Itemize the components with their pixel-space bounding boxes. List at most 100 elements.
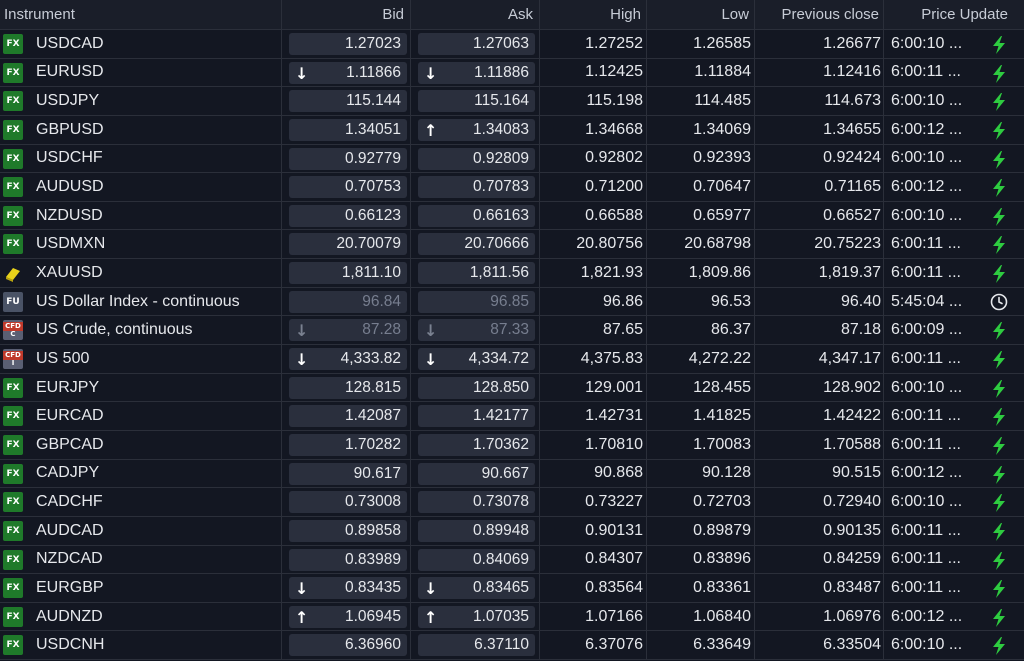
table-row[interactable]: FU US Dollar Index - continuous 96.84 96.85… <box>0 287 1024 317</box>
table-row[interactable]: FX USDJPY 115.144 115.164 115.198 114.485 114.… <box>0 87 1024 116</box>
ask-price-button[interactable]: ↑ 1.07035 <box>418 605 535 628</box>
bid-price-button[interactable]: 6.36960 <box>289 634 407 657</box>
table-row[interactable]: FX EURCAD 1.42087 1.42177 1.42731 1.41825 1.42… <box>0 402 1024 431</box>
column-divider[interactable] <box>539 0 540 29</box>
column-header-bid[interactable]: Bid <box>382 6 404 23</box>
table-row[interactable]: FX AUDUSD 0.70753 0.70783 0.71200 0.70647 0.71… <box>0 173 1024 202</box>
bid-price-button[interactable]: 0.83989 <box>289 548 407 571</box>
futures-badge-icon: FU <box>3 291 23 312</box>
bid-price-button[interactable]: 0.73008 <box>289 491 407 514</box>
column-header-high[interactable]: High <box>610 6 641 23</box>
bid-price-button[interactable]: 0.66123 <box>289 204 407 227</box>
bid-price-button[interactable]: 0.89858 <box>289 519 407 542</box>
ask-price-button[interactable]: 115.164 <box>418 90 535 113</box>
column-divider[interactable] <box>883 0 884 29</box>
column-header-price-update[interactable]: Price Update <box>921 6 1008 23</box>
bid-price-button[interactable]: ↑ 1.06945 <box>289 605 407 628</box>
arrow-down-icon: ↓ <box>424 350 438 370</box>
table-row[interactable]: FX USDCAD 1.27023 1.27063 1.27252 1.26585 1.26… <box>0 30 1024 59</box>
bid-price-button[interactable]: 1.27023 <box>289 33 407 55</box>
cfd-badge-icon: CFD I <box>3 349 23 370</box>
fx-badge-icon: FX <box>3 520 23 541</box>
bid-price-button[interactable]: 128.815 <box>289 376 407 399</box>
fx-badge-icon: FX <box>3 177 23 198</box>
column-header-previous-close[interactable]: Previous close <box>781 6 879 23</box>
previous-close-value: 90.515 <box>832 464 881 482</box>
column-divider[interactable] <box>646 0 647 29</box>
bid-price-button[interactable]: ↓ 4,333.82 <box>289 348 407 371</box>
bid-price-button[interactable]: ↓ 1.11866 <box>289 61 407 84</box>
arrow-up-icon: ↑ <box>424 120 438 140</box>
table-row[interactable]: FX NZDUSD 0.66123 0.66163 0.66588 0.65977 0.66… <box>0 201 1024 231</box>
bid-price-button[interactable]: 115.144 <box>289 90 407 113</box>
table-row[interactable]: FX CADCHF 0.73008 0.73078 0.73227 0.72703 0.72… <box>0 488 1024 517</box>
table-row[interactable]: FX EURGBP ↓ 0.83435 ↓ 0.83465 0.83564 0.83361 0.… <box>0 574 1024 603</box>
column-divider[interactable] <box>410 0 411 29</box>
lightning-bolt-icon <box>989 579 1009 599</box>
column-divider <box>883 201 884 230</box>
ask-price-button[interactable]: 1,811.56 <box>418 262 535 285</box>
column-header-instrument[interactable]: Instrument <box>4 6 75 23</box>
ask-price-button[interactable]: ↓ 87.33 <box>418 319 535 342</box>
ask-price-button[interactable]: 0.84069 <box>418 548 535 571</box>
ask-price-button[interactable]: 1.27063 <box>418 33 535 55</box>
ask-price-button[interactable]: 20.70666 <box>418 233 535 256</box>
table-row[interactable]: FX EURUSD ↓ 1.11866 ↓ 1.11886 1.12425 1.11884 1.… <box>0 58 1024 88</box>
column-divider <box>883 430 884 459</box>
ask-price-button[interactable]: 90.667 <box>418 462 535 485</box>
column-divider <box>539 316 540 345</box>
table-row[interactable]: CFD C US Crude, continuous ↓ 87.28 ↓ 87.33 87.6… <box>0 316 1024 346</box>
bid-price-button[interactable]: 20.70079 <box>289 233 407 256</box>
ask-price-button[interactable]: 6.37110 <box>418 634 535 657</box>
table-row[interactable]: FX AUDCAD 0.89858 0.89948 0.90131 0.89879 0.90… <box>0 516 1024 546</box>
table-row[interactable]: FX AUDNZD ↑ 1.06945 ↑ 1.07035 1.07166 1.06840 1.… <box>0 602 1024 632</box>
ask-price-button[interactable]: ↑ 1.34083 <box>418 118 535 141</box>
ask-price-button[interactable]: 0.89948 <box>418 519 535 542</box>
column-divider <box>281 316 282 345</box>
ask-price-button[interactable]: ↓ 1.11886 <box>418 61 535 84</box>
ask-price-button[interactable]: 0.70783 <box>418 176 535 199</box>
table-row[interactable]: CFD I US 500 ↓ 4,333.82 ↓ 4,334.72 4,375.83 4,27… <box>0 345 1024 374</box>
bid-price-button[interactable]: 90.617 <box>289 462 407 485</box>
update-time: 5:45:04 ... <box>891 292 963 310</box>
high-value: 1.12425 <box>585 63 643 81</box>
bid-value: 6.36960 <box>344 636 401 654</box>
bid-price-button[interactable]: 0.70753 <box>289 176 407 199</box>
ask-price-button[interactable]: 1.42177 <box>418 405 535 428</box>
table-row[interactable]: FX USDMXN 20.70079 20.70666 20.80756 20.68798… <box>0 230 1024 260</box>
high-value: 129.001 <box>585 378 643 396</box>
bid-price-button[interactable]: 1.34051 <box>289 118 407 141</box>
column-header-low[interactable]: Low <box>721 6 749 23</box>
bid-price-button[interactable]: ↓ 87.28 <box>289 319 407 342</box>
table-row[interactable]: FX GBPCAD 1.70282 1.70362 1.70810 1.70083 1.70… <box>0 430 1024 460</box>
bid-price-button[interactable]: 1.70282 <box>289 433 407 456</box>
low-value: 0.72703 <box>693 493 751 511</box>
column-divider[interactable] <box>754 0 755 29</box>
update-time: 6:00:11 ... <box>891 235 961 253</box>
table-row[interactable]: FX EURJPY 128.815 128.850 129.001 128.455 128.… <box>0 373 1024 403</box>
ask-price-button[interactable]: 0.92809 <box>418 147 535 170</box>
table-row[interactable]: FX USDCHF 0.92779 0.92809 0.92802 0.92393 0.92… <box>0 144 1024 174</box>
table-row[interactable]: FX USDCNH 6.36960 6.37110 6.37076 6.33649 6.33… <box>0 631 1024 661</box>
ask-price-button[interactable]: ↓ 4,334.72 <box>418 348 535 371</box>
bid-price-button[interactable]: ↓ 0.83435 <box>289 577 407 600</box>
ask-price-button[interactable]: ↓ 0.83465 <box>418 577 535 600</box>
previous-close-value: 1.12416 <box>823 63 881 81</box>
ask-value: 0.83465 <box>472 579 529 597</box>
ask-price-button[interactable]: 128.850 <box>418 376 535 399</box>
ask-price-button[interactable]: 0.66163 <box>418 204 535 227</box>
column-header-ask[interactable]: Ask <box>507 6 533 23</box>
bid-price-button[interactable]: 1,811.10 <box>289 262 407 285</box>
table-row[interactable]: XAUUSD 1,811.10 1,811.56 1,821.93 1,809.86 1,… <box>0 259 1024 288</box>
table-row[interactable]: FX NZDCAD 0.83989 0.84069 0.84307 0.83896 0.84… <box>0 545 1024 575</box>
lightning-bolt-icon <box>989 235 1009 255</box>
table-row[interactable]: FX GBPUSD 1.34051 ↑ 1.34083 1.34668 1.34069 1.3… <box>0 115 1024 145</box>
ask-price-button[interactable]: 1.70362 <box>418 433 535 456</box>
bid-price-button[interactable]: 0.92779 <box>289 147 407 170</box>
bid-price-button[interactable]: 96.84 <box>289 290 407 313</box>
ask-price-button[interactable]: 0.73078 <box>418 491 535 514</box>
bid-price-button[interactable]: 1.42087 <box>289 405 407 428</box>
table-row[interactable]: FX CADJPY 90.617 90.667 90.868 90.128 90.515 6:… <box>0 459 1024 489</box>
column-divider[interactable] <box>281 0 282 29</box>
ask-price-button[interactable]: 96.85 <box>418 290 535 313</box>
